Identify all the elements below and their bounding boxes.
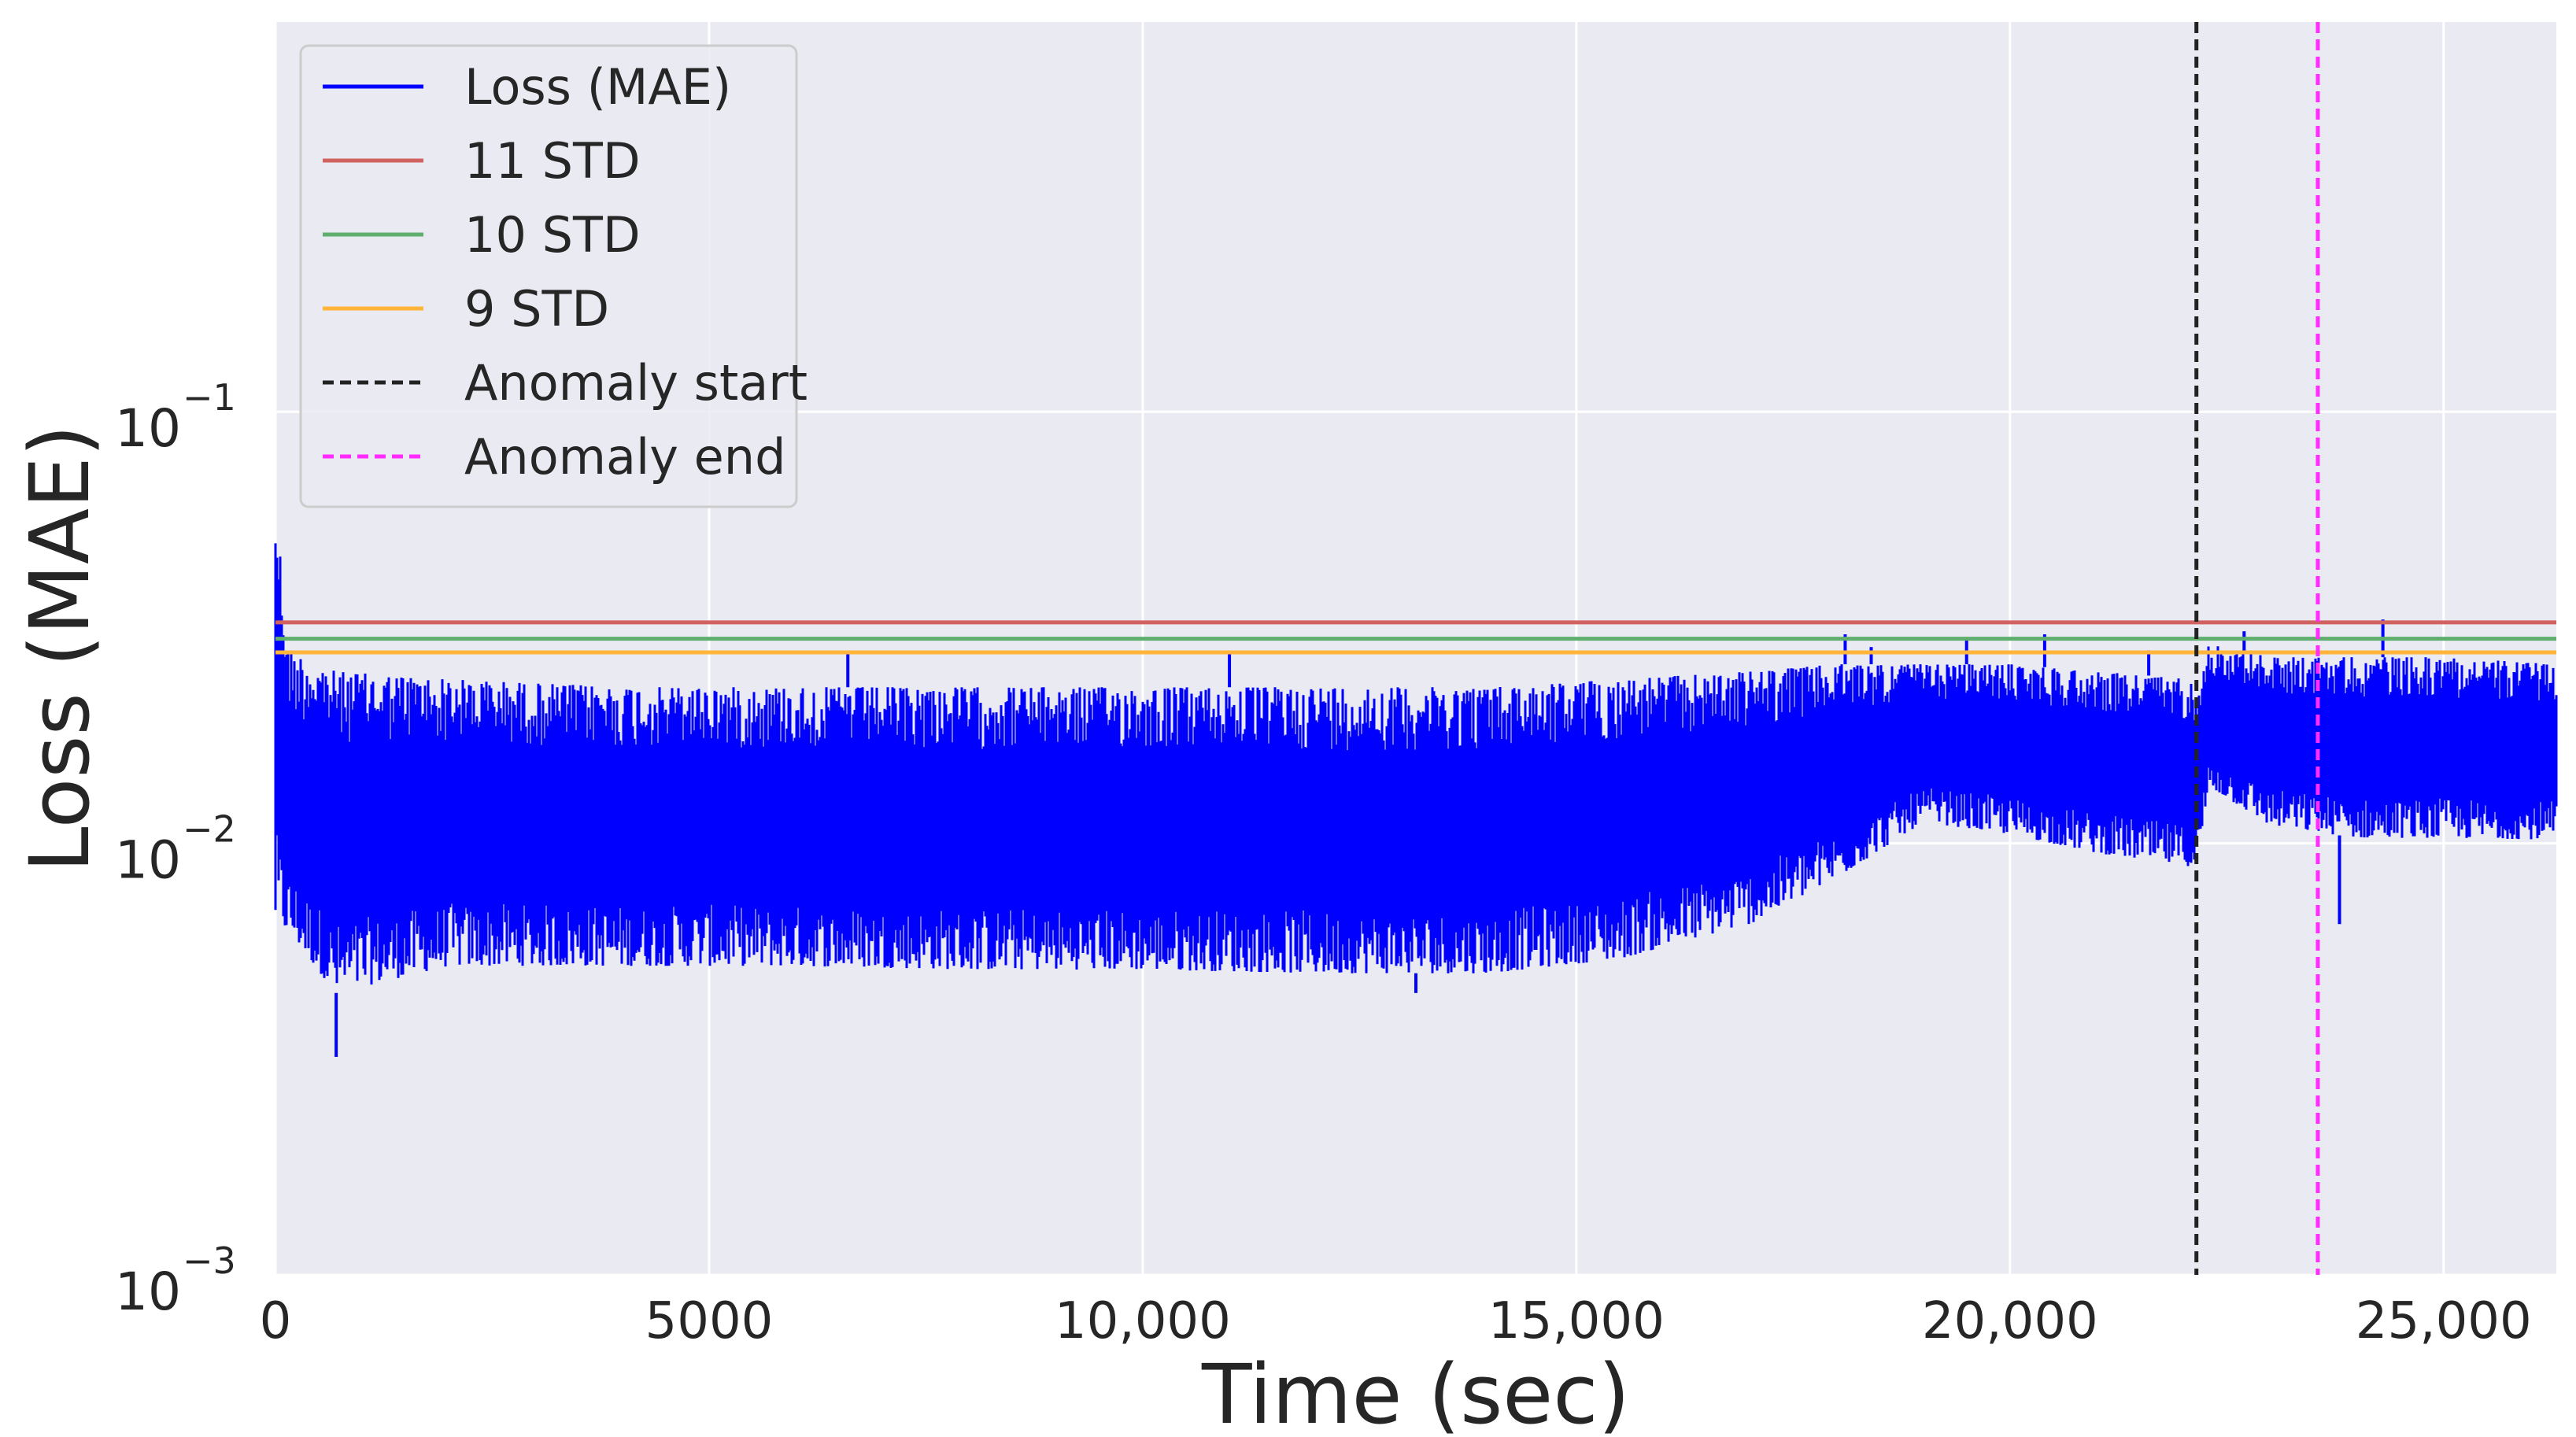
y-tick-base: 10 bbox=[115, 1262, 181, 1322]
x-tick-label: 25,000 bbox=[2356, 1292, 2532, 1350]
x-tick-label: 5000 bbox=[645, 1292, 774, 1350]
legend-label: 9 STD bbox=[464, 280, 609, 338]
legend-label: Anomaly start bbox=[464, 354, 808, 412]
x-axis-ticks: 0 5000 10,000 15,000 20,000 25,000 bbox=[260, 1292, 2532, 1350]
legend-label: Loss (MAE) bbox=[464, 58, 731, 116]
anomaly-lines bbox=[2194, 22, 2320, 1275]
y-tick-base: 10 bbox=[115, 830, 181, 891]
y-axis-ticks: 10−310−210−1 bbox=[115, 376, 236, 1322]
x-tick-label: 15,000 bbox=[1488, 1292, 1665, 1350]
legend-label: Anomaly end bbox=[464, 428, 785, 486]
threshold-lines bbox=[275, 620, 2556, 655]
x-tick-label: 20,000 bbox=[1922, 1292, 2098, 1350]
y-axis-label: Loss (MAE) bbox=[12, 425, 108, 873]
legend-label: 10 STD bbox=[464, 206, 641, 264]
legend: Loss (MAE) 11 STD 10 STD 9 STD Anomaly start… bbox=[299, 44, 808, 508]
y-tick-exponent: −2 bbox=[183, 808, 236, 851]
y-tick-label: 10 bbox=[115, 1262, 181, 1322]
y-tick-exponent: −1 bbox=[183, 376, 236, 419]
legend-label: 11 STD bbox=[464, 132, 641, 190]
loss-line bbox=[274, 543, 2558, 984]
y-tick-label: 10 bbox=[115, 398, 181, 459]
x-axis-label: Time (sec) bbox=[1201, 1346, 1630, 1437]
y-tick-exponent: −3 bbox=[183, 1239, 236, 1282]
y-tick-base: 10 bbox=[115, 398, 181, 459]
x-tick-label: 10,000 bbox=[1055, 1292, 1231, 1350]
x-tick-label: 0 bbox=[260, 1292, 292, 1350]
legend-box bbox=[299, 44, 798, 508]
y-tick-label: 10 bbox=[115, 830, 181, 891]
